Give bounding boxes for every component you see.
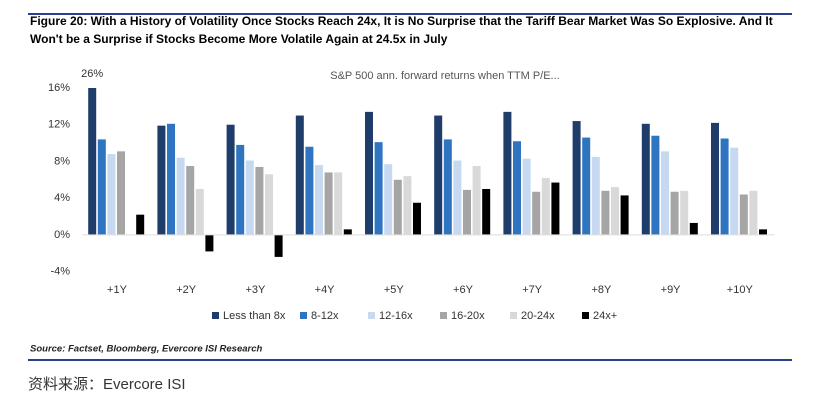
bar [157, 125, 166, 235]
bar [107, 154, 116, 235]
bar [136, 214, 145, 235]
bar [551, 182, 560, 235]
x-tick-label: +10Y [727, 284, 754, 296]
bar [522, 158, 531, 235]
x-tick-label: +2Y [176, 284, 197, 296]
bar [265, 174, 273, 235]
y-tick-label: 8% [54, 155, 70, 167]
bar [226, 124, 235, 235]
bar [759, 229, 767, 235]
bar [641, 123, 650, 235]
bar [472, 166, 481, 235]
bar [611, 187, 619, 235]
y-tick-label: -4% [50, 266, 70, 278]
bar [503, 111, 512, 235]
bar [463, 189, 471, 235]
bar [749, 190, 758, 235]
chart-title: Figure 20: With a History of Volatility … [30, 14, 773, 28]
legend-label: 12-16x [379, 310, 413, 322]
x-tick-label: +4Y [315, 284, 336, 296]
x-tick-label: +8Y [591, 284, 612, 296]
bar [393, 179, 402, 235]
caption: 资料来源：Evercore ISI [28, 376, 186, 393]
bar [453, 160, 462, 235]
bar [195, 188, 204, 235]
y-tick-label: 0% [54, 229, 70, 241]
bar [591, 156, 600, 235]
legend-swatch [368, 312, 375, 319]
bar [601, 190, 610, 235]
bar [255, 166, 264, 235]
bar [730, 147, 739, 235]
bar [88, 88, 97, 235]
bar [572, 121, 581, 235]
bar [117, 151, 125, 235]
bar [680, 190, 689, 235]
bar [620, 195, 629, 235]
bar [720, 138, 729, 235]
x-tick-label: +1Y [107, 284, 128, 296]
legend-label: 16-20x [451, 310, 485, 322]
bar [97, 139, 106, 235]
chart-title-line2: Won't be a Surprise if Stocks Become Mor… [30, 32, 448, 46]
bar [343, 229, 352, 235]
bar [443, 139, 452, 235]
bar [205, 234, 214, 252]
bar [532, 191, 541, 235]
bar [334, 172, 343, 235]
bar [295, 115, 304, 235]
data-label: 26% [81, 68, 103, 80]
bar [324, 172, 333, 235]
bar [434, 115, 443, 235]
subtitle: S&P 500 ann. forward returns when TTM P/… [330, 70, 559, 82]
legend-swatch [212, 312, 219, 319]
bar [245, 160, 254, 235]
bar [670, 191, 679, 235]
legend-swatch [582, 312, 589, 319]
bar [711, 122, 719, 235]
bar [689, 222, 698, 235]
x-tick-label: +9Y [661, 284, 682, 296]
legend-label: 8-12x [311, 310, 339, 322]
x-tick-label: +3Y [245, 284, 266, 296]
bar [186, 166, 195, 235]
bar [305, 146, 314, 235]
bar [236, 144, 245, 235]
bar [315, 165, 323, 235]
legend-label: 20-24x [521, 310, 555, 322]
bar [651, 135, 660, 235]
bar [403, 176, 412, 235]
y-tick-label: 4% [54, 192, 70, 204]
y-tick-label: 12% [48, 119, 70, 131]
y-tick-label: 16% [48, 82, 70, 94]
bar [413, 202, 421, 235]
legend-swatch [440, 312, 447, 319]
bar [176, 157, 185, 235]
source: Source: Factset, Bloomberg, Evercore ISI… [30, 344, 263, 355]
bar [582, 137, 591, 235]
x-tick-label: +7Y [522, 284, 543, 296]
bar [365, 111, 373, 235]
bar [513, 141, 521, 235]
bar [739, 194, 748, 235]
bar [661, 151, 669, 235]
x-tick-label: +6Y [453, 284, 474, 296]
bar [541, 177, 550, 235]
bar [274, 234, 283, 257]
bar [167, 123, 175, 235]
bar [384, 164, 393, 235]
bars [88, 88, 767, 257]
bar [482, 188, 491, 235]
legend-label: 24x+ [593, 310, 617, 322]
x-tick-label: +5Y [384, 284, 405, 296]
legend-label: Less than 8x [223, 310, 286, 322]
legend-swatch [510, 312, 517, 319]
bar [374, 142, 383, 235]
legend-swatch [300, 312, 307, 319]
